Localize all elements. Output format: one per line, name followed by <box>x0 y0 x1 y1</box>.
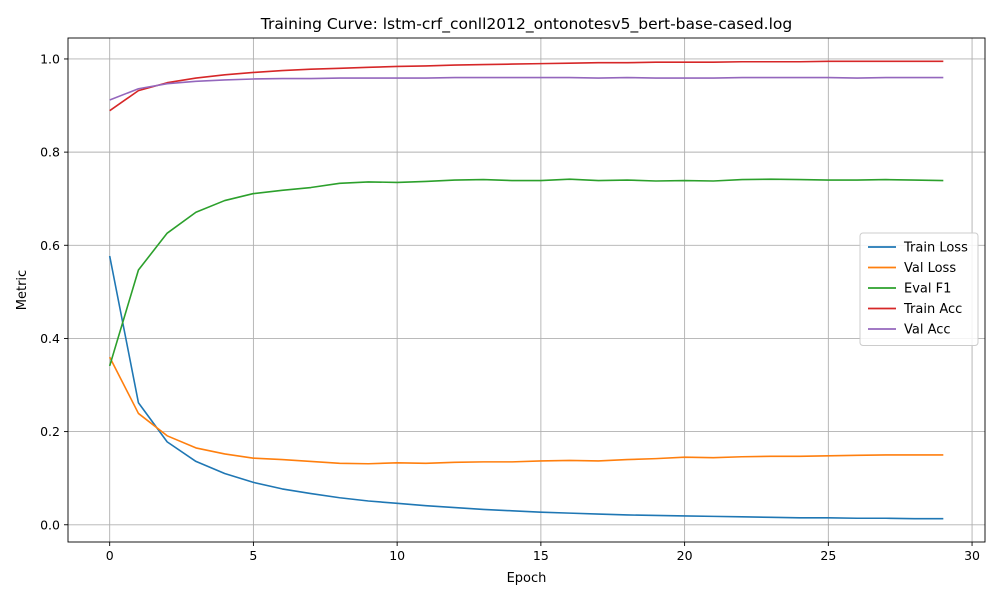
series-line-train-loss <box>108 255 944 520</box>
chart-title: Training Curve: lstm-crf_conll2012_onton… <box>260 15 793 34</box>
series-line-eval-f1 <box>108 178 944 367</box>
y-tick-label: 0.8 <box>40 145 60 160</box>
series-line-val-acc <box>109 76 944 101</box>
legend-label-val-loss: Val Loss <box>904 261 956 276</box>
legend-label-val-acc: Val Acc <box>904 323 951 338</box>
x-axis-ticks: 0 5 10 15 20 25 30 <box>106 542 980 563</box>
x-tick-label: 5 <box>249 548 257 563</box>
y-tick-label: 0.2 <box>40 424 60 439</box>
series-line-val-loss <box>108 356 944 465</box>
series-lines <box>108 60 944 520</box>
x-tick-label: 30 <box>964 548 980 563</box>
legend-label-eval-f1: Eval F1 <box>904 282 951 297</box>
plot-frame <box>67 37 986 543</box>
x-tick-label: 25 <box>820 548 836 563</box>
y-axis-ticks: 0.0 0.2 0.4 0.6 0.8 1.0 <box>40 51 68 532</box>
y-tick-label: 1.0 <box>40 51 60 66</box>
y-tick-label: 0.4 <box>40 331 60 346</box>
legend-label-train-acc: Train Acc <box>903 302 962 317</box>
x-axis-label: Epoch <box>507 571 547 586</box>
x-tick-label: 10 <box>389 548 405 563</box>
y-tick-label: 0.0 <box>40 517 60 532</box>
series-line-train-acc <box>109 60 944 112</box>
x-tick-label: 20 <box>677 548 693 563</box>
legend-label-train-loss: Train Loss <box>903 241 968 256</box>
x-tick-label: 15 <box>533 548 549 563</box>
grid <box>68 38 985 542</box>
x-tick-label: 0 <box>106 548 114 563</box>
y-tick-label: 0.6 <box>40 238 60 253</box>
legend-box <box>859 232 979 346</box>
y-axis-label: Metric <box>15 270 30 310</box>
legend: Train Loss Val Loss Eval F1 Train Acc Val Ac… <box>859 232 979 346</box>
